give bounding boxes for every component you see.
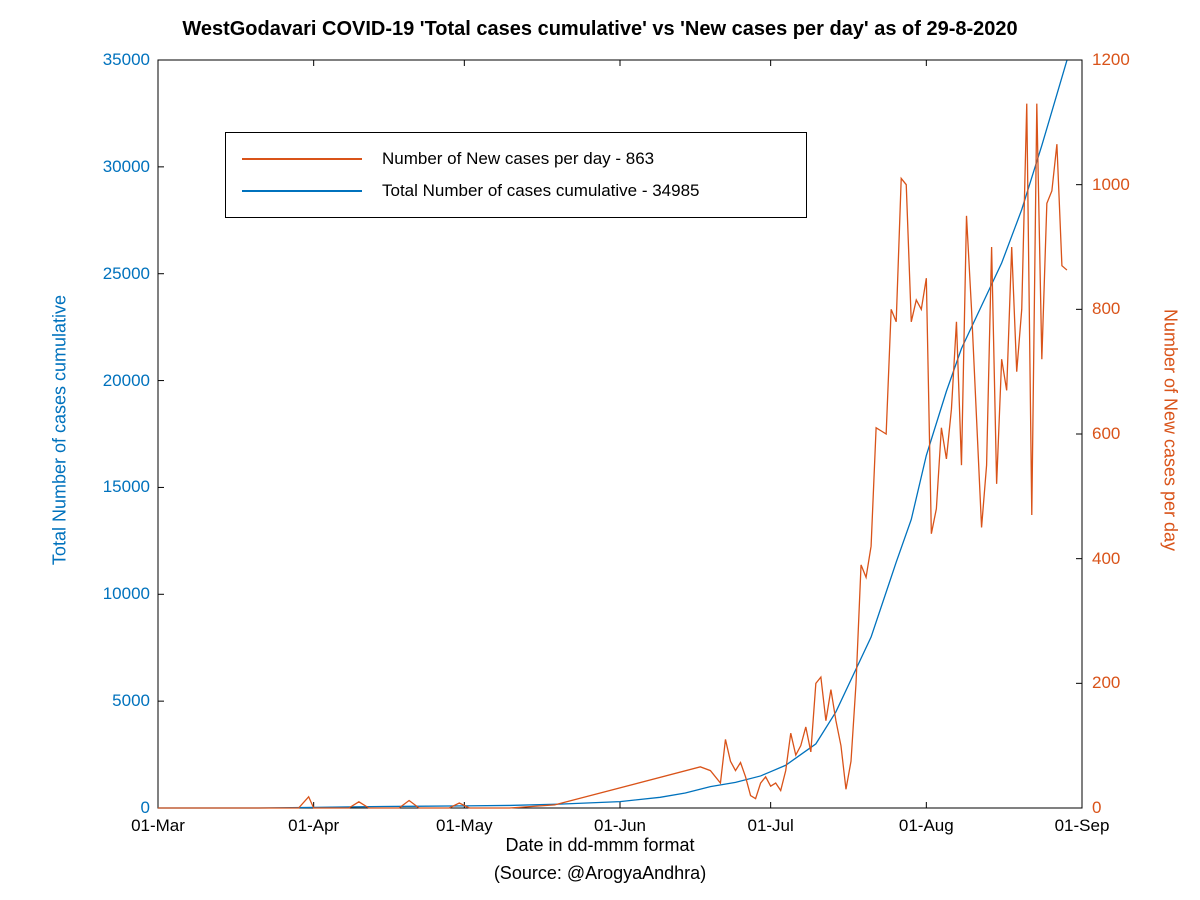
- tick-label: 01-Sep: [1055, 816, 1110, 836]
- legend: Number of New cases per day - 863 Total N…: [225, 132, 807, 218]
- tick-label: 1000: [1092, 175, 1130, 195]
- tick-label: 25000: [103, 264, 150, 284]
- tick-label: 1200: [1092, 50, 1130, 70]
- tick-label: 01-May: [436, 816, 493, 836]
- legend-label: Number of New cases per day - 863: [382, 149, 654, 169]
- tick-label: 200: [1092, 673, 1120, 693]
- tick-label: 600: [1092, 424, 1120, 444]
- tick-label: 20000: [103, 371, 150, 391]
- legend-swatch: [242, 190, 362, 192]
- tick-label: 10000: [103, 584, 150, 604]
- tick-label: 30000: [103, 157, 150, 177]
- legend-entry: Number of New cases per day - 863: [242, 143, 790, 175]
- tick-label: 0: [141, 798, 150, 818]
- chart-container: WestGodavari COVID-19 'Total cases cumul…: [0, 0, 1200, 900]
- tick-label: 800: [1092, 299, 1120, 319]
- legend-entry: Total Number of cases cumulative - 34985: [242, 175, 790, 207]
- tick-label: 01-Jun: [594, 816, 646, 836]
- tick-label: 01-Apr: [288, 816, 339, 836]
- tick-label: 35000: [103, 50, 150, 70]
- legend-label: Total Number of cases cumulative - 34985: [382, 181, 700, 201]
- tick-label: 5000: [112, 691, 150, 711]
- tick-label: 01-Mar: [131, 816, 185, 836]
- tick-label: 400: [1092, 549, 1120, 569]
- tick-label: 01-Aug: [899, 816, 954, 836]
- tick-label: 01-Jul: [747, 816, 793, 836]
- legend-swatch: [242, 158, 362, 160]
- tick-label: 0: [1092, 798, 1101, 818]
- tick-label: 15000: [103, 477, 150, 497]
